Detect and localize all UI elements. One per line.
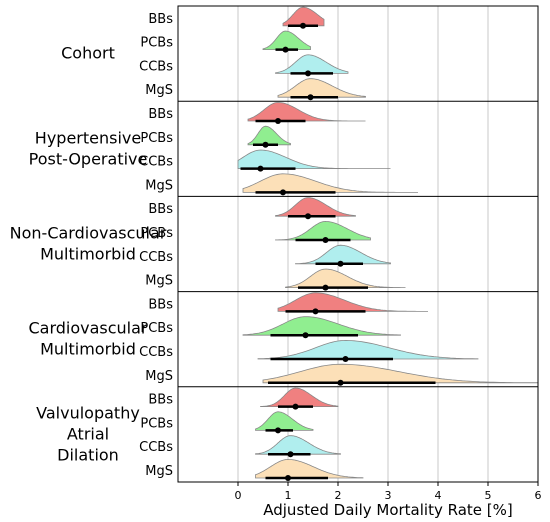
median-point <box>337 260 344 267</box>
density-bbs <box>260 387 339 407</box>
density-ccbs <box>255 435 341 455</box>
row-label: MgS <box>145 83 173 98</box>
group-label: Hypertensive <box>35 128 141 147</box>
density-pcbs <box>262 30 311 50</box>
group-label: Atrial <box>67 424 109 443</box>
row-label: MgS <box>145 464 173 479</box>
group-label: Post-Operative <box>29 149 148 168</box>
density-pcbs <box>255 411 314 431</box>
median-point <box>257 165 264 172</box>
group-label: Multimorbid <box>40 245 136 264</box>
row-label: CCBs <box>139 440 173 455</box>
plot-frame <box>177 5 539 486</box>
density-pcbs <box>275 220 371 241</box>
row-label: PCBs <box>140 36 173 51</box>
median-point <box>282 46 289 53</box>
median-point <box>322 237 329 243</box>
row-label: MgS <box>145 274 173 289</box>
row-label: BBs <box>148 393 173 408</box>
row-label: PCBs <box>140 416 173 431</box>
median-point <box>262 141 269 148</box>
median-point <box>300 22 306 29</box>
density-ccbs <box>295 244 391 265</box>
row-label: BBs <box>148 297 173 312</box>
x-tick-label: 0 <box>235 489 242 502</box>
median-point <box>312 308 319 315</box>
density-bbs <box>277 292 428 312</box>
group-label: Cohort <box>61 44 115 63</box>
density-mgs <box>277 78 366 98</box>
group-label: Dilation <box>57 445 119 464</box>
row-label: MgS <box>145 369 173 384</box>
x-tick-label: 6 <box>535 489 542 502</box>
median-point <box>292 403 299 410</box>
density-pcbs <box>242 316 401 336</box>
x-tick-label: 2 <box>335 489 342 502</box>
median-point <box>287 451 294 458</box>
row-label: PCBs <box>140 131 173 146</box>
density-bbs <box>282 6 325 27</box>
median-point <box>337 379 344 386</box>
row-label: CCBs <box>139 345 173 360</box>
density-mgs <box>255 458 364 479</box>
x-tick-label: 1 <box>285 489 292 502</box>
density-bbs <box>275 197 356 217</box>
x-axis-label: Adjusted Daily Mortality Rate [%] <box>263 501 512 519</box>
row-label: BBs <box>148 107 173 122</box>
labels: 0 1 2 3 4 5 6 BBs PCBs CCBs MgS Cohort BBs PCBs CCBs Mg… <box>10 12 542 502</box>
median-point <box>307 94 314 101</box>
median-point <box>280 189 286 196</box>
density-ccbs <box>275 54 349 74</box>
row-label: CCBs <box>139 59 173 74</box>
plot-border <box>177 5 539 483</box>
density-ridges <box>237 6 539 481</box>
density-mgs <box>242 173 418 193</box>
density-ccbs <box>257 339 479 360</box>
grid-lines <box>237 6 539 482</box>
median-point <box>302 332 309 339</box>
group-label: Cardiovascular <box>28 319 147 338</box>
median-point <box>305 70 311 77</box>
median-point <box>305 213 311 220</box>
row-label: BBs <box>148 202 173 217</box>
density-mgs <box>285 268 406 288</box>
median-point <box>285 475 291 481</box>
row-label: PCBs <box>140 226 173 241</box>
median-point <box>275 118 281 124</box>
row-label: BBs <box>148 12 173 27</box>
density-bbs <box>247 102 366 122</box>
row-label: PCBs <box>140 321 173 336</box>
density-pcbs <box>247 125 291 146</box>
median-point <box>322 284 329 291</box>
row-label: MgS <box>145 178 173 193</box>
x-tick-label: 4 <box>435 489 442 502</box>
median-point <box>342 356 349 362</box>
x-tick-label: 5 <box>485 489 492 502</box>
row-label: CCBs <box>139 155 173 170</box>
density-mgs <box>262 363 539 384</box>
density-ccbs <box>237 149 391 169</box>
group-label: Non-Cardiovascular <box>10 224 167 243</box>
median-point <box>275 427 281 434</box>
x-tick-label: 3 <box>385 489 392 502</box>
group-label: Multimorbid <box>40 340 136 359</box>
row-label: CCBs <box>139 250 173 265</box>
group-label: Valvulopathy <box>36 403 140 422</box>
